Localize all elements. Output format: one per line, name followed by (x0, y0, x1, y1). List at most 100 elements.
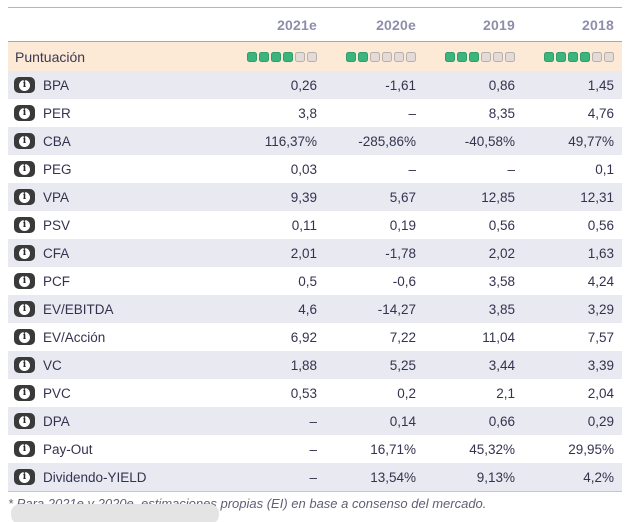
metric-value: 2,1 (496, 385, 515, 401)
info-icon[interactable]: i (14, 357, 35, 373)
metric-value: – (309, 469, 317, 485)
rating-square-filled (247, 51, 257, 62)
metric-value: 0,26 (290, 77, 317, 93)
rating-square-empty (382, 51, 392, 62)
metric-label-cell: i PVC (8, 385, 226, 401)
rating-square-filled (457, 51, 467, 62)
rating-square-empty (592, 51, 602, 62)
rating-2018 (523, 42, 622, 71)
metric-value: 2,04 (587, 385, 614, 401)
table-row: i DPA – 0,14 0,66 0,29 (8, 407, 622, 435)
info-icon[interactable]: i (14, 329, 35, 345)
metric-value: 0,86 (488, 77, 515, 93)
metric-label: PVC (43, 385, 71, 401)
rating-square-filled (259, 51, 269, 62)
info-icon-glyph: i (19, 443, 30, 455)
rating-square-filled (568, 51, 578, 62)
metric-value: 3,29 (587, 301, 614, 317)
info-icon-glyph: i (19, 471, 30, 483)
column-header-2020e: 2020e (376, 16, 416, 33)
metric-value: 0,1 (595, 161, 614, 177)
table-header-row: 2021e 2020e 2019 2018 (8, 7, 622, 42)
info-icon-glyph: i (19, 107, 30, 119)
metric-label-cell: i BPA (8, 77, 226, 93)
metric-label: DPA (43, 413, 70, 429)
metric-value: 1,88 (290, 357, 317, 373)
info-icon[interactable]: i (14, 133, 35, 149)
metric-value: 0,53 (290, 385, 317, 401)
info-icon-glyph: i (19, 303, 30, 315)
rating-square-filled (556, 51, 566, 62)
metric-value: 3,85 (488, 301, 515, 317)
metric-value: 0,11 (291, 217, 317, 233)
metric-value: 7,22 (389, 329, 416, 345)
info-icon[interactable]: i (14, 441, 35, 457)
metric-value: 16,71% (370, 441, 416, 457)
info-icon-glyph: i (19, 163, 30, 175)
info-icon[interactable]: i (14, 105, 35, 121)
metric-value: 12,31 (580, 189, 614, 205)
metric-value: 4,2% (583, 469, 614, 485)
info-icon[interactable]: i (14, 273, 35, 289)
metric-label-cell: i VPA (8, 189, 226, 205)
metric-label: EV/EBITDA (43, 301, 114, 317)
metric-value: 4,76 (587, 105, 614, 121)
metric-value: 45,32% (469, 441, 515, 457)
rating-square-empty (394, 51, 404, 62)
info-icon[interactable]: i (14, 77, 35, 93)
rating-square-empty (505, 51, 515, 62)
info-icon[interactable]: i (14, 161, 35, 177)
metric-value: 4,6 (298, 301, 317, 317)
metric-label-cell: i EV/EBITDA (8, 301, 226, 317)
info-icon[interactable]: i (14, 189, 35, 205)
info-icon[interactable]: i (14, 469, 35, 485)
metric-label-cell: i PEG (8, 161, 226, 177)
metric-label-cell: i PER (8, 105, 226, 121)
metric-label: Pay-Out (43, 441, 93, 457)
column-header-2021e: 2021e (277, 16, 317, 33)
metric-value: – (309, 441, 317, 457)
metric-label-cell: i PCF (8, 273, 226, 289)
rating-square-empty (295, 51, 305, 62)
metric-value: 49,77% (568, 133, 614, 149)
info-icon-glyph: i (19, 415, 30, 427)
metric-value: 3,39 (587, 357, 614, 373)
partial-button[interactable] (11, 504, 219, 522)
score-row: Puntuación (8, 42, 622, 71)
info-icon-glyph: i (19, 247, 30, 259)
rating-square-filled (445, 51, 455, 62)
metric-label: CFA (43, 245, 70, 261)
rating-square-filled (544, 51, 554, 62)
column-header-2019: 2019 (483, 16, 515, 33)
metric-value: 0,56 (488, 217, 515, 233)
rating-square-empty (307, 51, 317, 62)
metric-label-cell: i PSV (8, 217, 226, 233)
metric-value: 0,56 (587, 217, 614, 233)
info-icon[interactable]: i (14, 245, 35, 261)
metric-label-cell: i VC (8, 357, 226, 373)
metric-value: 0,2 (397, 385, 416, 401)
rating-2021e (226, 42, 325, 71)
metric-value: 9,39 (290, 189, 317, 205)
metric-value: -285,86% (358, 133, 416, 149)
metric-value: 13,54% (370, 469, 416, 485)
info-icon[interactable]: i (14, 385, 35, 401)
metric-value: -0,6 (392, 273, 416, 289)
info-icon-glyph: i (19, 331, 30, 343)
metric-value: 5,67 (389, 189, 416, 205)
metric-value: 3,44 (488, 357, 515, 373)
table-row: i VC 1,88 5,25 3,44 3,39 (8, 351, 622, 379)
metric-value: 0,19 (389, 217, 416, 233)
info-icon[interactable]: i (14, 217, 35, 233)
info-icon-glyph: i (19, 219, 30, 231)
table-row: i PCF 0,5 -0,6 3,58 4,24 (8, 267, 622, 295)
info-icon[interactable]: i (14, 413, 35, 429)
rating-square-empty (604, 51, 614, 62)
metric-label-cell: i DPA (8, 413, 226, 429)
rating-square-filled (283, 51, 293, 62)
metric-value: 2,01 (290, 245, 317, 261)
table-row: i Pay-Out – 16,71% 45,32% 29,95% (8, 435, 622, 463)
column-header-2018: 2018 (582, 16, 614, 33)
rating-square-filled (358, 51, 368, 62)
info-icon[interactable]: i (14, 301, 35, 317)
